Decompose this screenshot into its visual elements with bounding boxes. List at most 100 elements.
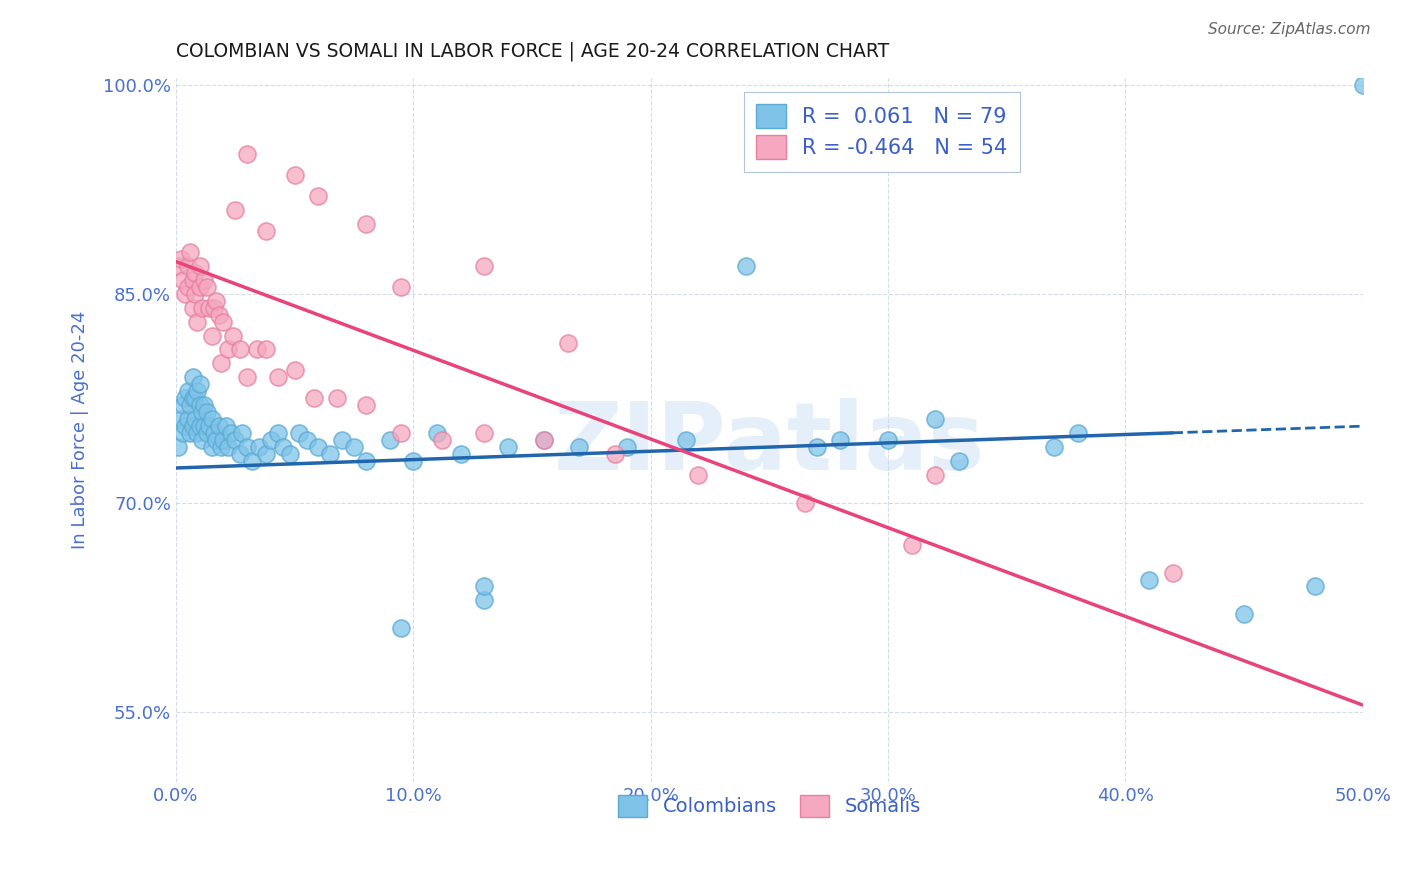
Point: [236, 440, 259, 454]
Point: [177, 412, 200, 426]
Point: [496, 440, 519, 454]
Point: [267, 426, 290, 441]
Point: [222, 328, 245, 343]
Point: [208, 308, 231, 322]
Point: [202, 301, 225, 315]
Point: [302, 391, 325, 405]
Point: [877, 433, 900, 447]
Point: [474, 593, 496, 607]
Point: [533, 433, 555, 447]
Point: [402, 454, 425, 468]
Point: [184, 412, 207, 426]
Point: [172, 398, 194, 412]
Legend: Colombians, Somalis: Colombians, Somalis: [610, 787, 928, 825]
Point: [793, 496, 815, 510]
Point: [193, 273, 215, 287]
Point: [186, 426, 208, 441]
Point: [326, 391, 349, 405]
Point: [254, 224, 277, 238]
Point: [188, 377, 211, 392]
Point: [830, 433, 852, 447]
Point: [288, 426, 311, 441]
Point: [254, 343, 277, 357]
Point: [295, 433, 318, 447]
Point: [430, 433, 453, 447]
Point: [177, 384, 200, 399]
Point: [330, 433, 353, 447]
Text: COLOMBIAN VS SOMALI IN LABOR FORCE | AGE 20-24 CORRELATION CHART: COLOMBIAN VS SOMALI IN LABOR FORCE | AGE…: [176, 42, 889, 62]
Point: [240, 454, 263, 468]
Point: [426, 426, 449, 441]
Point: [229, 343, 252, 357]
Point: [170, 252, 193, 266]
Point: [188, 419, 211, 434]
Point: [193, 398, 215, 412]
Point: [181, 391, 204, 405]
Point: [209, 440, 232, 454]
Point: [186, 315, 208, 329]
Point: [177, 259, 200, 273]
Point: [202, 426, 225, 441]
Point: [198, 301, 221, 315]
Point: [1351, 78, 1374, 92]
Point: [177, 279, 200, 293]
Point: [924, 467, 946, 482]
Point: [219, 426, 242, 441]
Point: [924, 412, 946, 426]
Point: [198, 419, 221, 434]
Point: [184, 286, 207, 301]
Point: [209, 356, 232, 370]
Point: [474, 580, 496, 594]
Point: [193, 419, 215, 434]
Point: [948, 454, 970, 468]
Point: [474, 259, 496, 273]
Point: [354, 217, 377, 231]
Point: [1161, 566, 1184, 580]
Point: [557, 335, 579, 350]
Point: [212, 433, 235, 447]
Point: [170, 412, 193, 426]
Point: [307, 440, 329, 454]
Point: [284, 363, 307, 377]
Point: [1303, 580, 1326, 594]
Point: [246, 343, 269, 357]
Point: [205, 293, 228, 308]
Point: [267, 370, 290, 384]
Text: Source: ZipAtlas.com: Source: ZipAtlas.com: [1208, 22, 1371, 37]
Point: [200, 412, 222, 426]
Point: [181, 301, 204, 315]
Point: [195, 426, 218, 441]
Point: [188, 259, 211, 273]
Y-axis label: In Labor Force | Age 20-24: In Labor Force | Age 20-24: [72, 310, 89, 549]
Point: [188, 279, 211, 293]
Point: [378, 433, 401, 447]
Point: [278, 447, 301, 461]
Point: [172, 273, 194, 287]
Point: [391, 621, 413, 635]
Point: [236, 370, 259, 384]
Point: [224, 202, 246, 217]
Point: [212, 315, 235, 329]
Point: [167, 440, 190, 454]
Point: [195, 279, 218, 293]
Point: [200, 328, 222, 343]
Point: [172, 426, 194, 441]
Point: [307, 189, 329, 203]
Point: [181, 273, 204, 287]
Point: [1137, 573, 1160, 587]
Point: [167, 259, 190, 273]
Point: [450, 447, 472, 461]
Point: [568, 440, 591, 454]
Point: [533, 433, 555, 447]
Point: [688, 467, 710, 482]
Point: [188, 398, 211, 412]
Point: [195, 405, 218, 419]
Point: [734, 259, 756, 273]
Point: [186, 384, 208, 399]
Text: ZIPatlas: ZIPatlas: [554, 398, 986, 490]
Point: [675, 433, 697, 447]
Point: [806, 440, 828, 454]
Point: [181, 419, 204, 434]
Point: [191, 301, 214, 315]
Point: [174, 419, 197, 434]
